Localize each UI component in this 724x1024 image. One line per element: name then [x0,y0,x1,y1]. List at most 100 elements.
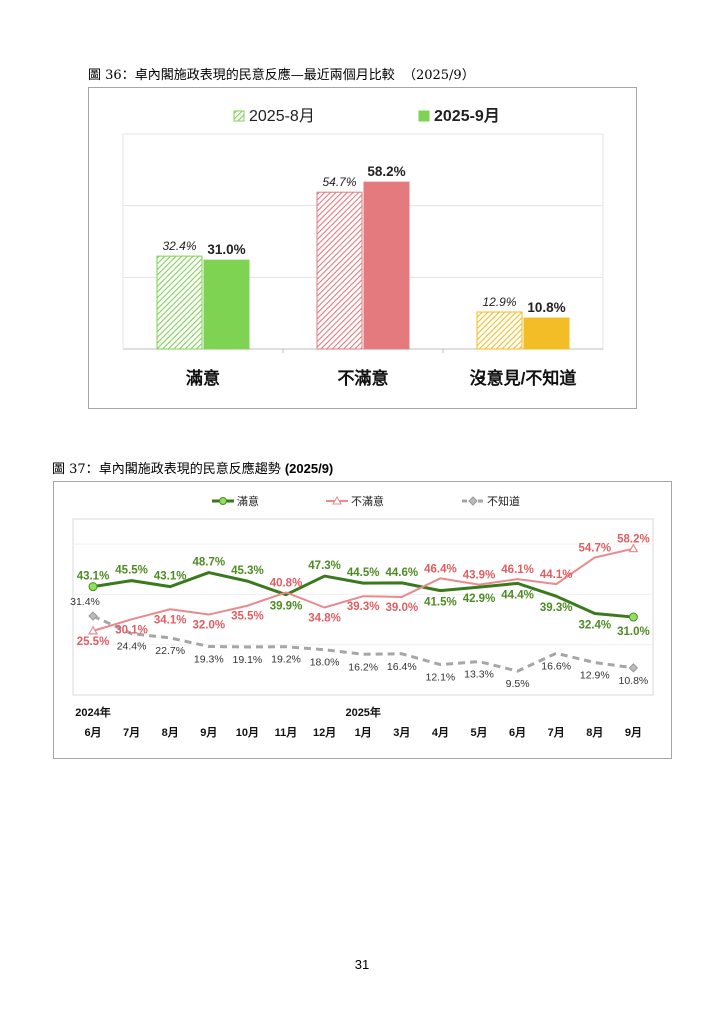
plot-area-border [72,518,654,696]
dontknow-label-1: 31.4% [70,596,100,608]
x-tick-label-12: 6月 [509,726,526,739]
year-label-2: 2025年 [345,705,380,719]
dissatisfied-label-6: 40.8% [270,577,303,589]
bar-curr-3 [523,317,570,350]
dissatisfied-label-2: 30.1% [115,624,148,636]
category-label-1: 滿意 [186,368,220,388]
dontknow-label-14: 12.9% [580,670,610,682]
dissatisfied-label-12: 46.1% [501,564,534,576]
satisfied-label-11: 42.9% [463,593,496,605]
bar-prev-2 [316,191,363,350]
satisfied-label-4: 48.7% [192,557,225,569]
dissatisfied-label-9: 39.0% [385,602,418,614]
satisfied-label-14: 32.4% [578,620,611,632]
x-tick-label-9: 3月 [393,726,410,739]
data-label-prev-1: 32.4% [162,239,196,253]
x-tick-label-5: 10月 [236,726,259,739]
data-label-curr-2: 58.2% [367,164,405,179]
legend-label-2: 不滿意 [351,494,384,508]
satisfied-label-7: 47.3% [308,560,341,572]
x-tick-label-2: 7月 [123,726,140,739]
dissatisfied-label-3: 34.1% [154,614,187,626]
legend-label-1: 2025-8月 [249,108,315,125]
line-chart: 43.1% 25.5% 31.4% 45.5% 30.1% 24.4% 43.1% 34.1%… [70,494,654,739]
x-tick-label-7: 12月 [313,726,336,739]
bar-chart: 32.4% 31.0% 滿意 54.7% 58.2% 不滿意 12.9% 10.8% 沒意見/不… [122,107,604,388]
x-tick-label-14: 8月 [586,726,603,739]
legend-label-3: 不知道 [487,494,520,508]
dissatisfied-label-8: 39.3% [347,601,380,613]
satisfied-label-10: 41.5% [424,597,457,609]
dissatisfied-label-10: 46.4% [424,563,457,575]
dontknow-label-10: 12.1% [426,672,456,684]
marker-3-1 [88,611,98,621]
legend-marker-3 [468,496,478,506]
x-tick-label-13: 7月 [548,726,565,739]
dissatisfied-label-1: 25.5% [77,636,110,648]
figure-36-label: 圖 36： [88,68,135,83]
figure-36-title: 圖 36：卓內閣施政表現的民意反應—最近兩個月比較 （2025/9） [88,64,475,83]
bar-prev-1 [156,255,203,350]
dissatisfied-label-13: 44.1% [540,569,573,581]
x-tick-label-3: 8月 [162,726,179,739]
dontknow-label-5: 19.1% [233,654,263,666]
data-label-curr-3: 10.8% [527,300,565,315]
dontknow-label-12: 9.5% [506,678,530,690]
satisfied-label-6: 39.9% [270,601,303,613]
satisfied-label-2: 45.5% [115,565,148,577]
satisfied-label-15: 31.0% [617,626,650,638]
dontknow-label-7: 18.0% [310,657,340,669]
legend-label-1: 滿意 [237,494,259,508]
legend-marker-1 [219,497,227,505]
marker-1-1 [88,582,98,592]
x-tick-label-8: 1月 [355,726,372,739]
dissatisfied-label-4: 32.0% [192,620,225,632]
figure-37-label: 圖 37： [52,462,99,477]
bar-chart-frame: 32.4% 31.0% 滿意 54.7% 58.2% 不滿意 12.9% 10.8% 沒意見/不… [88,87,637,409]
dontknow-label-2: 24.4% [117,641,147,653]
bar-curr-1 [203,259,250,350]
satisfied-label-9: 44.6% [385,567,418,579]
satisfied-label-5: 45.3% [231,565,264,577]
dontknow-label-8: 16.2% [348,661,378,673]
legend-label-2: 2025-9月 [434,107,500,125]
data-label-curr-1: 31.0% [207,242,245,257]
bar-curr-2 [363,181,410,350]
dissatisfied-label-5: 35.5% [231,611,264,623]
x-tick-label-10: 4月 [432,726,449,739]
legend-swatch-2 [418,110,430,122]
page-number: 31 [354,957,370,972]
category-label-3: 沒意見/不知道 [470,368,577,388]
legend-marker-2 [332,495,342,505]
dontknow-label-15: 10.8% [619,675,649,687]
x-tick-label-1: 6月 [84,726,101,739]
data-label-prev-3: 12.9% [482,295,516,309]
series-line-1 [92,571,634,619]
satisfied-label-12: 44.4% [501,589,534,601]
dontknow-label-4: 19.3% [194,653,224,665]
figure-36-subtitle: （2025/9） [402,68,475,83]
category-label-2: 不滿意 [338,368,389,388]
dontknow-label-13: 16.6% [541,660,571,672]
dissatisfied-label-14: 54.7% [578,542,611,554]
series-line-2 [92,547,634,632]
dissatisfied-label-11: 43.9% [463,570,496,582]
satisfied-label-8: 44.5% [347,567,380,579]
x-tick-label-4: 9月 [200,726,217,739]
figure-37-title-text: 卓內閣施政表現的民意反應趨勢 [98,462,281,477]
dontknow-label-11: 13.3% [464,669,494,681]
dontknow-label-6: 19.2% [271,654,301,666]
year-label-1: 2024年 [75,705,110,719]
marker-2-15 [628,543,639,553]
figure-37-title: 圖 37：卓內閣施政表現的民意反應趨勢 (2025/9) [52,458,333,477]
satisfied-label-3: 43.1% [154,571,187,583]
figure-37-subtitle: (2025/9) [284,461,334,476]
figure-36-title-text: 卓內閣施政表現的民意反應—最近兩個月比較 [134,68,395,83]
dontknow-label-3: 22.7% [155,645,185,657]
dissatisfied-label-7: 34.8% [308,613,341,625]
satisfied-label-1: 43.1% [77,571,110,583]
dontknow-label-9: 16.4% [387,661,417,673]
marker-1-15 [628,612,638,622]
dissatisfied-label-15: 58.2% [617,534,650,546]
x-tick-label-6: 11月 [275,726,298,739]
